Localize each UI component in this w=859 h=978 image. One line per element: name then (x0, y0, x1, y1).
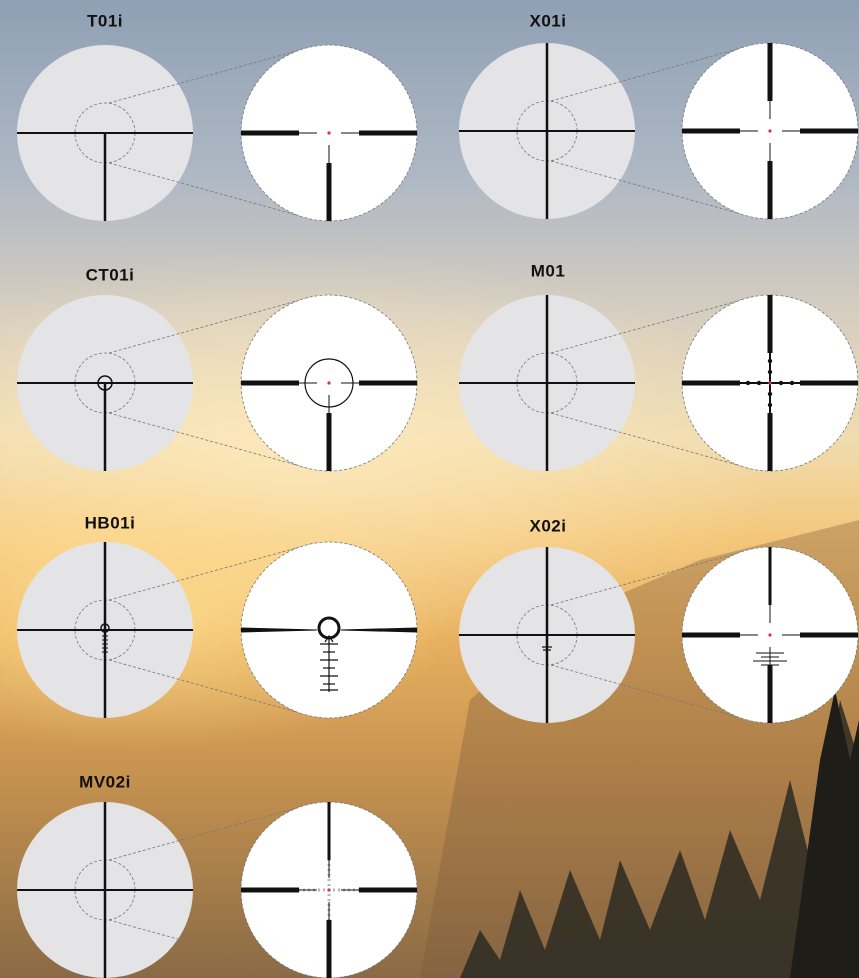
mil-dot (768, 458, 772, 462)
mil-dot (746, 381, 750, 385)
mil-dot (768, 337, 772, 341)
reticle-panel: MV02i (17, 772, 417, 978)
mil-dot (768, 304, 772, 308)
mil-dot (768, 392, 772, 396)
reticle-panel: HB01i (17, 513, 417, 718)
mil-dot (768, 348, 772, 352)
mil-dot (768, 359, 772, 363)
mil-dot (757, 381, 761, 385)
mil-dot (823, 381, 827, 385)
reticle-name: X02i (530, 516, 567, 535)
mil-dot (834, 381, 838, 385)
mil-dot (768, 315, 772, 319)
center-dot (327, 888, 330, 891)
mil-dot (735, 381, 739, 385)
reticle-panel: X01i (459, 11, 858, 219)
reticle-name: CT01i (86, 265, 135, 284)
mil-dot (768, 425, 772, 429)
mil-dot (768, 403, 772, 407)
mil-dot (768, 414, 772, 418)
center-dot (768, 381, 771, 384)
mil-dot (702, 381, 706, 385)
reticle-panel: CT01i (17, 265, 417, 471)
mil-dot (790, 381, 794, 385)
mil-dot (768, 370, 772, 374)
mil-dot (812, 381, 816, 385)
reticle-name: T01i (87, 11, 123, 30)
mil-dot (845, 381, 849, 385)
reticle-name: MV02i (79, 772, 131, 791)
mil-dot (691, 381, 695, 385)
center-dot (327, 131, 330, 134)
reticle-name: HB01i (85, 513, 136, 532)
mil-dot (768, 447, 772, 451)
center-dot (327, 381, 330, 384)
reticle-name: M01 (531, 261, 566, 280)
mil-dot (768, 436, 772, 440)
mil-dot (801, 381, 805, 385)
mil-dot (724, 381, 728, 385)
center-dot (768, 129, 771, 132)
reticle-panel: X02i (459, 516, 858, 723)
reticle-sheet: T01i X01i CT01i M01 HB01i X02i MV02i (0, 0, 859, 978)
reticle-name: X01i (530, 11, 567, 30)
mil-dot (779, 381, 783, 385)
mil-dot (713, 381, 717, 385)
reticle-panel: T01i (17, 11, 417, 221)
reticle-panel: M01 (459, 261, 858, 471)
mil-dot (768, 326, 772, 330)
page: T01iX01iCT01iM01HB01iX02iMV02i (() => { … (0, 0, 859, 978)
center-dot (768, 633, 771, 636)
